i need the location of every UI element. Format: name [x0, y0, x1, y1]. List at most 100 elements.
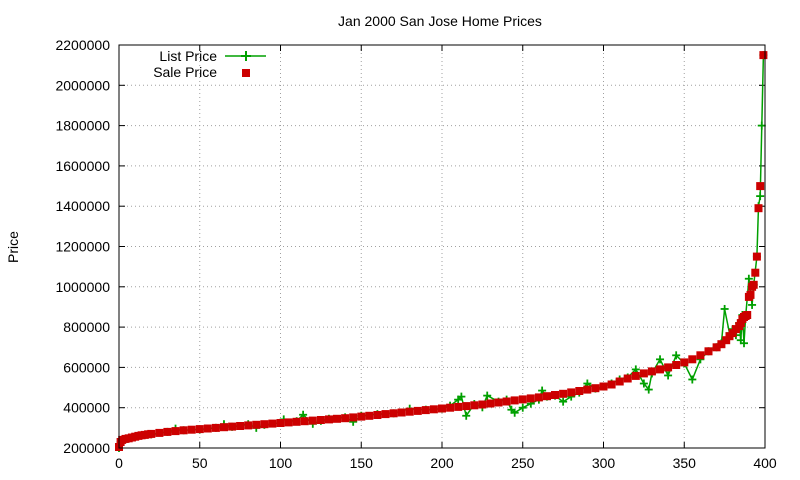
sale-price-point — [429, 405, 438, 414]
sale-price-point — [494, 398, 503, 407]
y-tick-label: 800000 — [63, 319, 110, 335]
sale-price-point — [187, 425, 196, 434]
list-price-point — [720, 304, 729, 313]
sale-price-point — [478, 400, 487, 409]
list-price-point — [688, 375, 697, 384]
x-tick-label: 400 — [753, 455, 777, 471]
sale-price-point — [647, 367, 656, 376]
sale-price-point — [534, 393, 543, 402]
list-price-point — [538, 386, 547, 395]
x-tick-label: 350 — [673, 455, 697, 471]
sale-price-point — [244, 421, 253, 430]
sale-price-point — [639, 369, 648, 378]
sale-price-point — [413, 406, 422, 415]
sale-price-point — [446, 403, 455, 412]
sale-price-point — [325, 415, 333, 424]
sale-price-point — [438, 404, 446, 413]
sale-price-point — [381, 410, 390, 419]
sale-price-point — [696, 351, 705, 360]
x-tick-label: 300 — [592, 455, 616, 471]
sale-price-point — [672, 361, 681, 369]
y-tick-label: 2000000 — [55, 77, 110, 93]
sale-price-point — [559, 389, 568, 398]
sale-price-point — [211, 423, 220, 432]
list-price-point — [457, 392, 466, 401]
list-price-point — [483, 391, 492, 400]
list-price-point — [639, 379, 648, 388]
sale-price-point — [756, 182, 765, 191]
y-tick-label: 1600000 — [55, 158, 110, 174]
sale-price-point — [276, 419, 285, 427]
sale-price-point — [163, 427, 172, 436]
list-price-point — [756, 192, 765, 201]
sale-price-point — [260, 420, 269, 429]
legend-marker-sale-price — [242, 69, 250, 77]
sale-price-point — [357, 412, 366, 421]
sale-price-point — [365, 411, 374, 420]
sale-price-point — [284, 418, 293, 427]
list-price-point — [757, 121, 766, 130]
x-tick-labels: 0 50 100 150 200 250 300 350 400 — [115, 455, 777, 471]
sale-price-point — [752, 252, 761, 261]
y-tick-label: 1000000 — [55, 279, 110, 295]
sale-price-point — [751, 268, 760, 277]
sale-price-point — [373, 411, 382, 419]
sale-price-point — [631, 371, 640, 380]
sale-price-point — [591, 384, 600, 393]
sale-price-point — [502, 397, 511, 406]
sale-price-point — [405, 407, 414, 416]
sale-price-point — [341, 414, 350, 423]
sale-price-point — [664, 363, 673, 372]
legend-label-sale-price: Sale Price — [153, 64, 217, 80]
sale-price-point — [171, 427, 180, 436]
sale-price-point — [518, 395, 527, 404]
sale-price-point — [228, 422, 237, 431]
sale-price-point — [421, 406, 430, 415]
sale-price-point — [551, 391, 559, 399]
sale-price-point — [397, 408, 406, 417]
list-price-point — [664, 371, 673, 380]
sale-price-point — [656, 365, 664, 374]
sale-price-point — [292, 417, 301, 426]
sale-price-point — [155, 428, 164, 437]
y-axis-title: Price — [5, 231, 21, 263]
y-tick-label: 200000 — [63, 440, 110, 456]
sale-price-point — [268, 419, 277, 428]
y-tick-label: 2200000 — [55, 37, 110, 53]
sale-price-point — [623, 374, 632, 383]
legend-marker-list-price — [241, 51, 251, 61]
list-price-point — [748, 300, 757, 309]
sale-price-point — [746, 290, 755, 299]
list-price-point — [644, 385, 653, 394]
chart-title: Jan 2000 San Jose Home Prices — [338, 13, 542, 29]
sale-price-point — [615, 377, 624, 386]
sale-price-point — [510, 396, 519, 405]
list-price-point — [559, 397, 568, 406]
sale-price-point — [220, 423, 228, 432]
list-price-point — [744, 274, 753, 283]
sale-price-point — [308, 416, 317, 425]
sale-price-point — [252, 420, 261, 429]
sale-price-point — [195, 425, 204, 434]
list-price-point — [672, 351, 681, 360]
y-tick-label: 1400000 — [55, 198, 110, 214]
sale-price-point — [316, 416, 325, 424]
list-price-point — [518, 403, 527, 412]
sale-price-point — [575, 387, 584, 395]
legend-label-list-price: List Price — [159, 48, 217, 64]
sale-price-point — [743, 311, 752, 319]
sale-price-point — [567, 388, 576, 397]
list-price-point — [740, 339, 749, 348]
sale-price-point — [599, 382, 608, 391]
sale-price-point — [680, 358, 689, 367]
sale-price-point — [454, 402, 463, 411]
sale-price-point — [583, 385, 592, 394]
plot-frame — [118, 44, 766, 449]
list-price-point — [462, 411, 471, 420]
sale-price-point — [736, 319, 745, 328]
sale-price-point — [462, 402, 471, 411]
x-tick-label: 0 — [115, 455, 123, 471]
sale-price-point — [759, 51, 768, 60]
